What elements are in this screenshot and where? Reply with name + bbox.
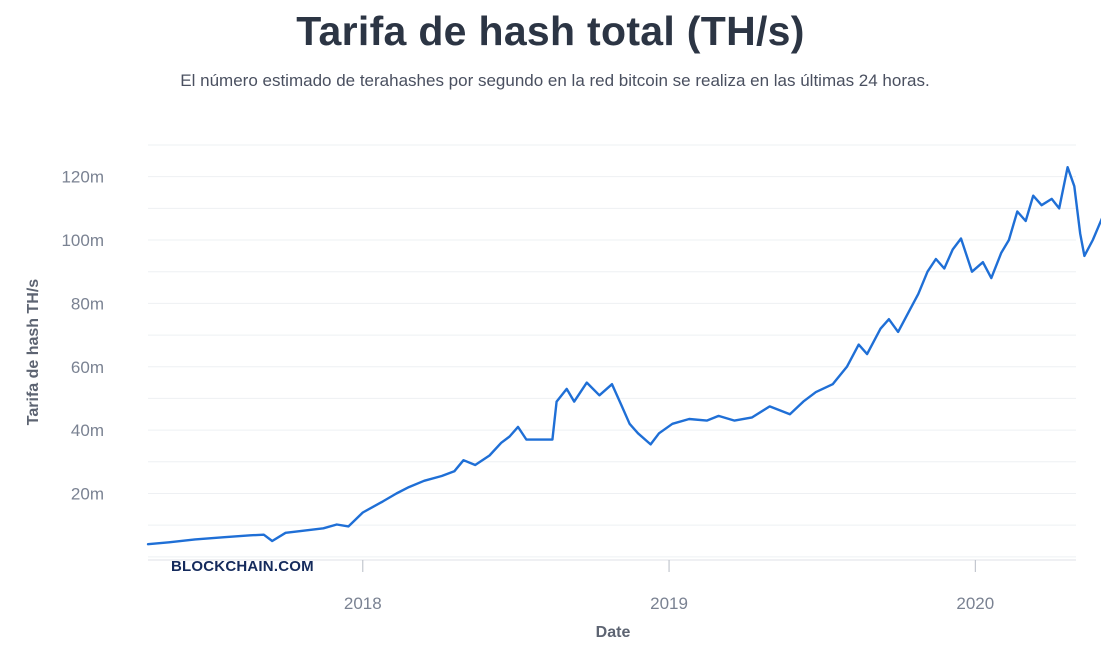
x-tick-label: 2019 [650, 594, 688, 613]
chart-title: Tarifa de hash total (TH/s) [296, 8, 805, 54]
y-tick-label: 100m [61, 231, 104, 250]
chart-subtitle: El número estimado de terahashes por seg… [180, 71, 930, 90]
blockchain-watermark: BLOCKCHAIN.COM [171, 558, 314, 575]
x-axis-title: Date [596, 624, 631, 641]
y-tick-label: 80m [71, 294, 104, 313]
series-layer [146, 165, 1101, 546]
hash-rate-series-line [146, 165, 1101, 546]
y-tick-label: 40m [71, 421, 104, 440]
grid-lines [148, 144, 1076, 561]
x-tick-label: 2020 [956, 594, 994, 613]
y-tick-label: 20m [71, 484, 104, 503]
y-axis-ticks: 20m 40m 60m 80m 100m 120m [61, 168, 104, 504]
x-tick-label: 2018 [344, 594, 382, 613]
y-axis-title: Tarifa de hash TH/s [25, 279, 42, 426]
y-tick-label: 60m [71, 358, 104, 377]
y-tick-label: 120m [61, 168, 104, 187]
x-axis-ticks: 2018 2019 2020 [344, 560, 994, 613]
